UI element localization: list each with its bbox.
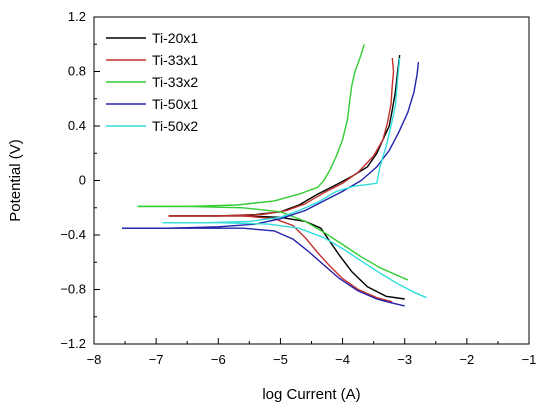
y-tick-label: 1.2 bbox=[68, 9, 86, 24]
series-line-ti-33x1-cathodic bbox=[168, 215, 393, 303]
series-curves bbox=[122, 44, 427, 307]
series-line-ti-50x2-anodic bbox=[162, 57, 401, 224]
axis-ticks: −8 −7 −6 −5 −4 −3 −2 −1 −1.2 −0.8 −0.4 0 0.4 0.8 1.2 bbox=[60, 9, 536, 367]
series-line-ti-50x1-cathodic bbox=[122, 227, 405, 307]
y-tick-label: 0 bbox=[79, 173, 86, 188]
legend-label: Ti-50x2 bbox=[152, 118, 198, 134]
x-axis-title: log Current (A) bbox=[262, 386, 360, 403]
y-axis-title: Potential (V) bbox=[7, 139, 24, 222]
legend: Ti-20x1 Ti-33x1 Ti-33x2 Ti-50x1 Ti-50x2 bbox=[106, 30, 198, 134]
series-line-ti-33x2-anodic bbox=[137, 44, 365, 208]
x-tick-label: −1 bbox=[522, 352, 537, 367]
x-tick-label: −2 bbox=[459, 352, 474, 367]
y-tick-label: 0.8 bbox=[68, 64, 86, 79]
y-tick-label: 0.4 bbox=[68, 118, 86, 133]
legend-label: Ti-50x1 bbox=[152, 96, 198, 112]
legend-label: Ti-33x1 bbox=[152, 52, 198, 68]
x-tick-label: −3 bbox=[397, 352, 412, 367]
x-tick-label: −6 bbox=[211, 352, 226, 367]
series-line-ti-20x1-anodic bbox=[168, 55, 401, 217]
x-tick-label: −4 bbox=[335, 352, 350, 367]
series-line-ti-33x2-cathodic bbox=[137, 205, 409, 281]
series-line-ti-50x2-cathodic bbox=[162, 222, 427, 299]
y-tick-label: −1.2 bbox=[60, 336, 86, 351]
legend-label: Ti-20x1 bbox=[152, 30, 198, 46]
y-tick-label: −0.4 bbox=[60, 227, 86, 242]
x-tick-label: −5 bbox=[273, 352, 288, 367]
y-tick-label: −0.8 bbox=[60, 282, 86, 297]
x-tick-label: −8 bbox=[87, 352, 102, 367]
x-tick-label: −7 bbox=[149, 352, 164, 367]
series-line-ti-50x1-anodic bbox=[122, 61, 420, 229]
series-line-ti-33x1-anodic bbox=[168, 57, 395, 217]
legend-label: Ti-33x2 bbox=[152, 74, 198, 90]
